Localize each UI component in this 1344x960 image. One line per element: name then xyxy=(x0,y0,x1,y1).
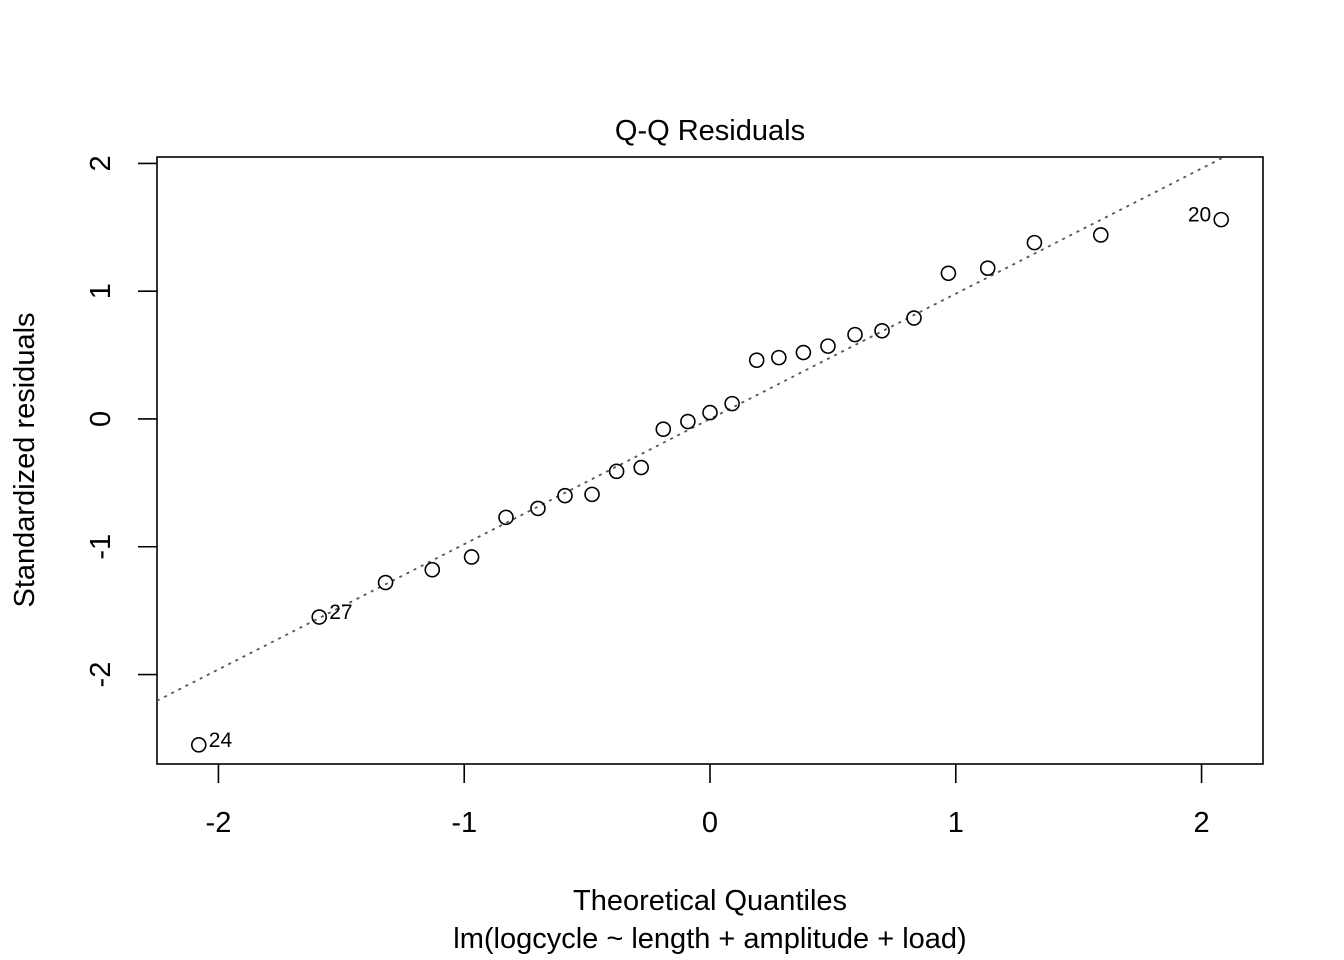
plot-frame xyxy=(156,156,1264,765)
y-tick-label: 2 xyxy=(85,155,117,171)
data-point xyxy=(940,265,957,282)
data-point xyxy=(498,509,514,526)
data-point xyxy=(633,459,649,476)
data-point xyxy=(311,609,328,625)
data-point xyxy=(463,549,480,565)
data-point xyxy=(847,326,863,343)
plot-area: 24 27 20 xyxy=(157,157,1230,753)
data-point xyxy=(608,463,625,480)
data-point xyxy=(190,737,207,753)
y-tick-label: -1 xyxy=(85,534,117,560)
x-tick-label: 1 xyxy=(948,807,964,839)
point-label: 27 xyxy=(329,601,352,624)
y-tick-label: 0 xyxy=(85,411,117,427)
qq-reference-line xyxy=(157,157,1227,702)
point-label: 24 xyxy=(209,729,233,752)
data-point xyxy=(820,338,836,354)
data-point xyxy=(584,486,600,503)
data-point xyxy=(906,310,922,326)
x-tick-label: -1 xyxy=(451,807,477,839)
x-tick-label: -2 xyxy=(206,807,232,839)
data-point xyxy=(424,561,441,578)
data-point xyxy=(1026,234,1043,251)
y-tick-label: 1 xyxy=(85,283,117,299)
data-point xyxy=(795,344,812,361)
x-tick-label: 0 xyxy=(702,807,718,839)
data-point xyxy=(874,322,890,339)
data-point xyxy=(557,487,573,504)
x-axis-label: Theoretical Quantiles xyxy=(573,885,847,917)
y-axis: -2 -1 0 1 2 xyxy=(85,155,157,687)
data-point xyxy=(1213,211,1230,228)
data-point xyxy=(1092,227,1109,243)
data-point xyxy=(655,421,672,437)
y-axis-label: Standardized residuals xyxy=(9,312,41,607)
data-point xyxy=(377,574,394,591)
point-label: 20 xyxy=(1188,204,1211,227)
x-axis: -2 -1 0 1 2 xyxy=(206,764,1210,839)
data-point xyxy=(530,500,546,517)
x-tick-label: 2 xyxy=(1193,807,1209,839)
chart-title: Q-Q Residuals xyxy=(615,115,805,147)
data-point xyxy=(771,349,787,366)
data-point xyxy=(724,395,740,412)
chart-subtitle: lm(logcycle ~ length + amplitude + load) xyxy=(453,923,966,955)
data-point xyxy=(979,260,996,276)
data-point xyxy=(702,404,718,421)
data-point xyxy=(680,413,696,430)
y-tick-label: -2 xyxy=(85,662,117,688)
data-point xyxy=(748,352,765,368)
